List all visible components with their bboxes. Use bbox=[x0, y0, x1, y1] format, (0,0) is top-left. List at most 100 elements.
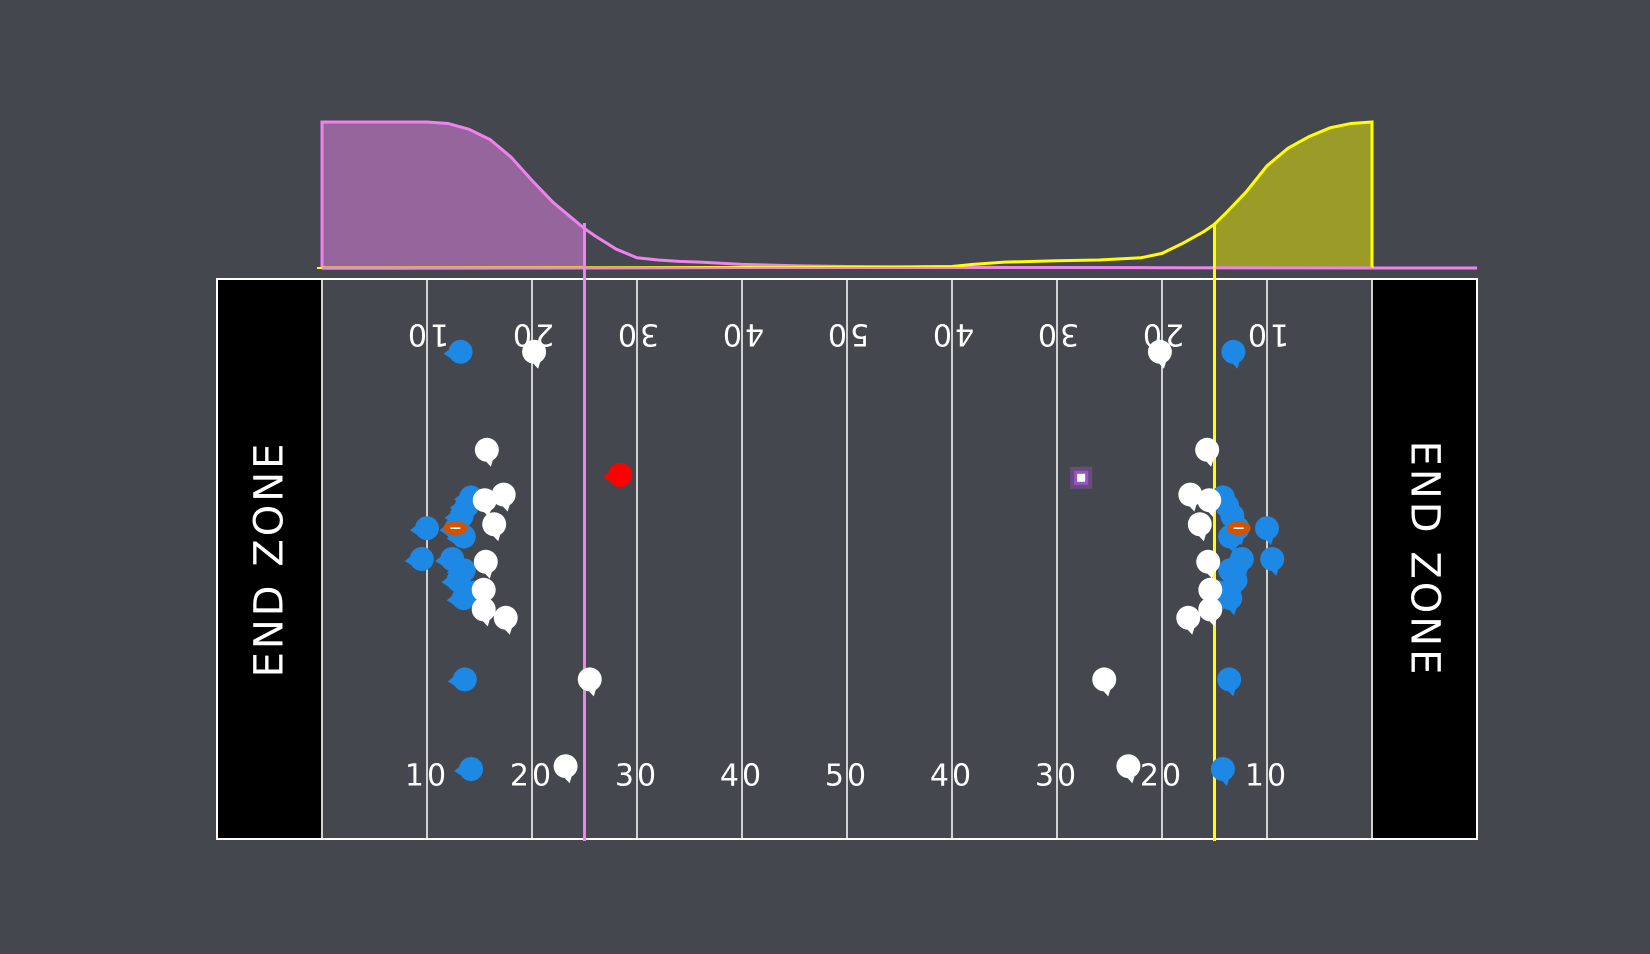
football bbox=[1226, 521, 1251, 536]
endzone-right-label: END ZONE bbox=[1402, 441, 1448, 678]
offense-player-marker bbox=[448, 339, 473, 364]
endzone-left-label: END ZONE bbox=[247, 441, 293, 678]
yard-number-bottom: 20 bbox=[510, 759, 554, 794]
left-density-fill bbox=[322, 122, 585, 268]
endzone-left bbox=[218, 280, 321, 838]
defense-player bbox=[1197, 488, 1222, 518]
endzone-right bbox=[1373, 280, 1476, 838]
defense-player-marker bbox=[1196, 549, 1221, 574]
yard-number-top: 10 bbox=[1245, 316, 1289, 351]
yard-number-top: 40 bbox=[930, 316, 974, 351]
target-marker bbox=[1070, 466, 1093, 489]
yard-number-bottom: 10 bbox=[1245, 759, 1289, 794]
offense-player bbox=[1217, 667, 1242, 697]
offense-player-marker bbox=[452, 667, 477, 692]
defense-player bbox=[522, 339, 547, 369]
offense-player-marker bbox=[1260, 547, 1285, 571]
offense-player-marker bbox=[1221, 339, 1246, 364]
defense-player bbox=[1195, 437, 1220, 467]
defense-player bbox=[471, 597, 496, 627]
defense-player-marker bbox=[493, 605, 518, 630]
defense-player-marker bbox=[471, 597, 496, 622]
offense-player-marker bbox=[459, 757, 484, 781]
defense-player bbox=[1178, 482, 1203, 512]
defense-player bbox=[473, 549, 498, 579]
yard-number-top: 30 bbox=[1035, 316, 1079, 351]
offense-player bbox=[1218, 586, 1243, 616]
yard-numbers-bottom: 10 20 30 40 50 40 30 20 10 bbox=[405, 759, 1289, 794]
defense-player bbox=[482, 512, 507, 542]
offense-player bbox=[1255, 516, 1279, 546]
offense-player bbox=[410, 516, 439, 541]
defense-player-marker bbox=[473, 549, 498, 574]
defense-player-marker bbox=[474, 437, 499, 462]
defense-player-marker bbox=[1116, 754, 1141, 779]
yard-number-top: 10 bbox=[405, 316, 449, 351]
defense-player-marker bbox=[471, 577, 496, 602]
defense-player-marker bbox=[1176, 605, 1201, 630]
defense-player bbox=[493, 605, 518, 635]
offense-player-marker bbox=[1217, 667, 1242, 692]
defense-player bbox=[1198, 597, 1223, 627]
offense-player bbox=[1221, 339, 1246, 369]
yard-number-top: 40 bbox=[720, 316, 764, 351]
defense-player-marker bbox=[1187, 512, 1212, 537]
yard-number-bottom: 40 bbox=[720, 759, 764, 794]
defense-player bbox=[577, 667, 602, 697]
defense-player-marker bbox=[553, 754, 578, 779]
highlighted-player-marker bbox=[608, 463, 633, 487]
offense-player bbox=[447, 667, 477, 692]
yard-lines bbox=[321, 279, 1373, 839]
field: END ZONE END ZONE 10 20 30 40 50 40 30 20 10 10 2… bbox=[216, 278, 1478, 840]
players bbox=[404, 339, 1285, 786]
defense-player-marker bbox=[1197, 488, 1222, 513]
target-center bbox=[1077, 473, 1086, 482]
defense-player-marker bbox=[491, 482, 516, 507]
defense-player-marker bbox=[1092, 667, 1117, 692]
offense-player bbox=[454, 757, 484, 781]
defense-player bbox=[491, 482, 516, 512]
defense-player-marker bbox=[482, 512, 507, 537]
defense-player bbox=[1092, 667, 1117, 697]
yard-number-top: 30 bbox=[615, 316, 659, 351]
defense-player-marker bbox=[522, 339, 547, 364]
defense-player-marker bbox=[1198, 577, 1223, 602]
defense-player bbox=[474, 437, 499, 467]
offense-player-marker bbox=[409, 547, 434, 571]
yard-number-bottom: 30 bbox=[615, 759, 659, 794]
yard-number-bottom: 40 bbox=[930, 759, 974, 794]
defense-player bbox=[1187, 512, 1212, 542]
highlighted-player bbox=[603, 463, 633, 487]
defense-player-marker bbox=[577, 667, 602, 692]
offense-player bbox=[404, 547, 434, 571]
defense-player bbox=[553, 754, 578, 784]
defense-player-marker bbox=[1178, 482, 1203, 507]
offense-player-marker bbox=[415, 516, 439, 541]
defense-player bbox=[1176, 605, 1201, 635]
offense-player bbox=[446, 586, 476, 611]
yard-numbers-top: 10 20 30 40 50 40 30 20 10 bbox=[405, 316, 1289, 351]
offense-player bbox=[443, 339, 473, 364]
offense-player-marker bbox=[1218, 586, 1243, 611]
defense-player-marker bbox=[1195, 437, 1220, 462]
offense-player-marker bbox=[1210, 757, 1235, 781]
yard-number-bottom: 50 bbox=[825, 759, 869, 794]
defense-player-marker bbox=[472, 488, 497, 513]
defense-player-marker bbox=[1198, 597, 1223, 622]
density-curves bbox=[317, 120, 1478, 270]
defense-player bbox=[1147, 339, 1172, 369]
defense-player-marker bbox=[1147, 339, 1172, 364]
yard-number-bottom: 10 bbox=[405, 759, 449, 794]
offense-player bbox=[1260, 547, 1285, 576]
football bbox=[443, 521, 468, 536]
defense-player bbox=[1196, 549, 1221, 579]
yard-number-bottom: 30 bbox=[1035, 759, 1079, 794]
offense-player-marker bbox=[1255, 516, 1279, 541]
offense-player bbox=[1210, 757, 1235, 786]
right-density-fill bbox=[1214, 122, 1372, 268]
yard-number-bottom: 20 bbox=[1140, 759, 1184, 794]
defense-player bbox=[1116, 754, 1141, 784]
yard-number-top: 50 bbox=[825, 316, 869, 351]
offense-player-marker bbox=[451, 586, 476, 611]
